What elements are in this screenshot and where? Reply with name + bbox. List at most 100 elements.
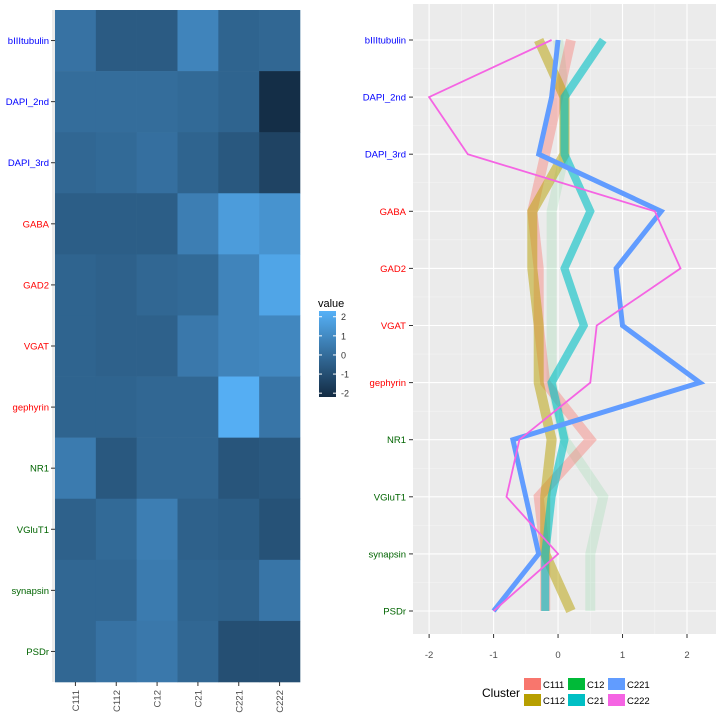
legend-tick-label: 0 bbox=[341, 350, 346, 360]
legend-tick-label: -2 bbox=[341, 389, 349, 399]
heatmap-cell bbox=[95, 498, 137, 561]
heatmap-cell bbox=[95, 315, 137, 377]
line-x-label: 1 bbox=[620, 650, 625, 661]
heatmap-cell bbox=[95, 193, 137, 255]
heatmap-cell bbox=[55, 376, 97, 438]
heatmap-cell bbox=[177, 498, 219, 561]
heatmap-cell bbox=[55, 498, 97, 561]
heatmap-cell bbox=[218, 620, 260, 683]
heatmap-cell bbox=[55, 620, 97, 683]
heatmap-cell bbox=[259, 193, 301, 255]
cluster-legend: Cluster C111 C12 C221 C112 C21 C222 bbox=[482, 678, 650, 707]
heatmap-cell bbox=[136, 559, 178, 622]
line-y-label: VGAT bbox=[381, 321, 406, 332]
heatmap-cell bbox=[218, 193, 260, 255]
heatmap-cell bbox=[136, 132, 178, 194]
heatmap-cell bbox=[218, 498, 260, 561]
heatmap-cell bbox=[218, 315, 260, 377]
heatmap-cell bbox=[55, 132, 97, 194]
line-y-label: bIIItubulin bbox=[365, 36, 406, 47]
heatmap-cell bbox=[259, 559, 301, 622]
heatmap-cell bbox=[259, 254, 301, 316]
heatmap-y-label: VGAT bbox=[24, 342, 49, 353]
legend-label-c112: C112 bbox=[543, 696, 565, 707]
heatmap-cell bbox=[177, 132, 219, 194]
legend-swatch-c221 bbox=[608, 678, 625, 690]
heatmap-cell bbox=[55, 71, 97, 133]
heatmap-x-label: C12 bbox=[153, 690, 164, 707]
heatmap-cell bbox=[218, 254, 260, 316]
heatmap-cell bbox=[95, 559, 137, 622]
heatmap-cell bbox=[95, 620, 137, 683]
heatmap-cell bbox=[95, 71, 137, 133]
series-line-c221 bbox=[491, 39, 706, 613]
heatmap-cell bbox=[218, 10, 260, 72]
line-x-label: -2 bbox=[425, 650, 433, 661]
heatmap-y-label: DAPI_2nd bbox=[6, 97, 49, 108]
heatmap-cell bbox=[259, 132, 301, 194]
heatmap-cell bbox=[95, 132, 137, 194]
legend-swatch-c112 bbox=[524, 694, 541, 706]
legend-swatch-c12 bbox=[568, 678, 585, 690]
legend-swatch-c222 bbox=[608, 694, 625, 706]
heatmap-cell bbox=[177, 620, 219, 683]
heatmap-cell bbox=[177, 71, 219, 133]
line-y-label: gephyrin bbox=[370, 378, 406, 389]
line-panel: bIIItubulin DAPI_2nd DAPI_3rd GABA GAD2 VGAT g… bbox=[363, 4, 716, 661]
heatmap-cell bbox=[136, 10, 178, 72]
heatmap-cell bbox=[218, 559, 260, 622]
line-y-label: NR1 bbox=[387, 435, 406, 446]
heatmap-y-label: VGluT1 bbox=[17, 525, 49, 536]
heatmap-x-label: C111 bbox=[71, 690, 82, 711]
heatmap-legend-title: value bbox=[318, 298, 344, 310]
legend-swatch-c111 bbox=[524, 678, 541, 690]
heatmap-cell bbox=[259, 376, 301, 438]
line-y-label: GAD2 bbox=[380, 264, 406, 275]
heatmap-cell bbox=[218, 71, 260, 133]
legend-label-c12: C12 bbox=[587, 680, 604, 691]
legend-tick-label: -1 bbox=[341, 370, 349, 380]
line-y-label: GABA bbox=[380, 207, 407, 218]
heatmap-cell bbox=[136, 315, 178, 377]
line-y-label: DAPI_2nd bbox=[363, 93, 406, 104]
line-y-label: DAPI_3rd bbox=[365, 150, 406, 161]
legend-tick-label: 2 bbox=[341, 312, 346, 322]
heatmap-cell bbox=[55, 10, 97, 72]
line-y-label: PSDr bbox=[383, 607, 406, 618]
legend-label-c21: C21 bbox=[587, 696, 604, 707]
heatmap-cell bbox=[259, 71, 301, 133]
heatmap-cell bbox=[259, 437, 301, 500]
heatmap-cell bbox=[95, 254, 137, 316]
line-y-label: synapsin bbox=[369, 549, 407, 560]
heatmap-cell bbox=[136, 376, 178, 438]
heatmap-cell bbox=[259, 620, 301, 683]
heatmap-y-label: GAD2 bbox=[23, 280, 49, 291]
heatmap-y-label: NR1 bbox=[30, 464, 49, 475]
heatmap-cell bbox=[218, 437, 260, 500]
heatmap-x-label: C21 bbox=[193, 690, 204, 707]
heatmap-cell bbox=[218, 376, 260, 438]
legend-label-c222: C222 bbox=[627, 696, 650, 707]
heatmap-cell bbox=[259, 498, 301, 561]
heatmap-y-label: GABA bbox=[23, 219, 50, 230]
legend-label-c111: C111 bbox=[543, 680, 564, 691]
heatmap-cell bbox=[95, 376, 137, 438]
series-line-c222 bbox=[427, 39, 682, 612]
heatmap-cell bbox=[136, 71, 178, 133]
legend-label-c221: C221 bbox=[627, 680, 650, 691]
heatmap-cell bbox=[177, 437, 219, 500]
heatmap-cell bbox=[95, 437, 137, 500]
heatmap-cell bbox=[177, 254, 219, 316]
legend-tick-label: 1 bbox=[341, 331, 346, 341]
heatmap-y-label: synapsin bbox=[12, 586, 50, 597]
heatmap-y-label: DAPI_3rd bbox=[8, 158, 49, 169]
heatmap-cell bbox=[177, 559, 219, 622]
heatmap-cell bbox=[136, 254, 178, 316]
heatmap-cell bbox=[55, 254, 97, 316]
heatmap-cell bbox=[55, 193, 97, 255]
heatmap-panel: bIIItubulin DAPI_2nd DAPI_3rd GABA GAD2 VGAT g… bbox=[6, 10, 301, 713]
line-x-label: -1 bbox=[489, 650, 497, 661]
heatmap-cell bbox=[55, 315, 97, 377]
heatmap-cell bbox=[55, 437, 97, 500]
heatmap-y-label: bIIItubulin bbox=[8, 36, 49, 47]
